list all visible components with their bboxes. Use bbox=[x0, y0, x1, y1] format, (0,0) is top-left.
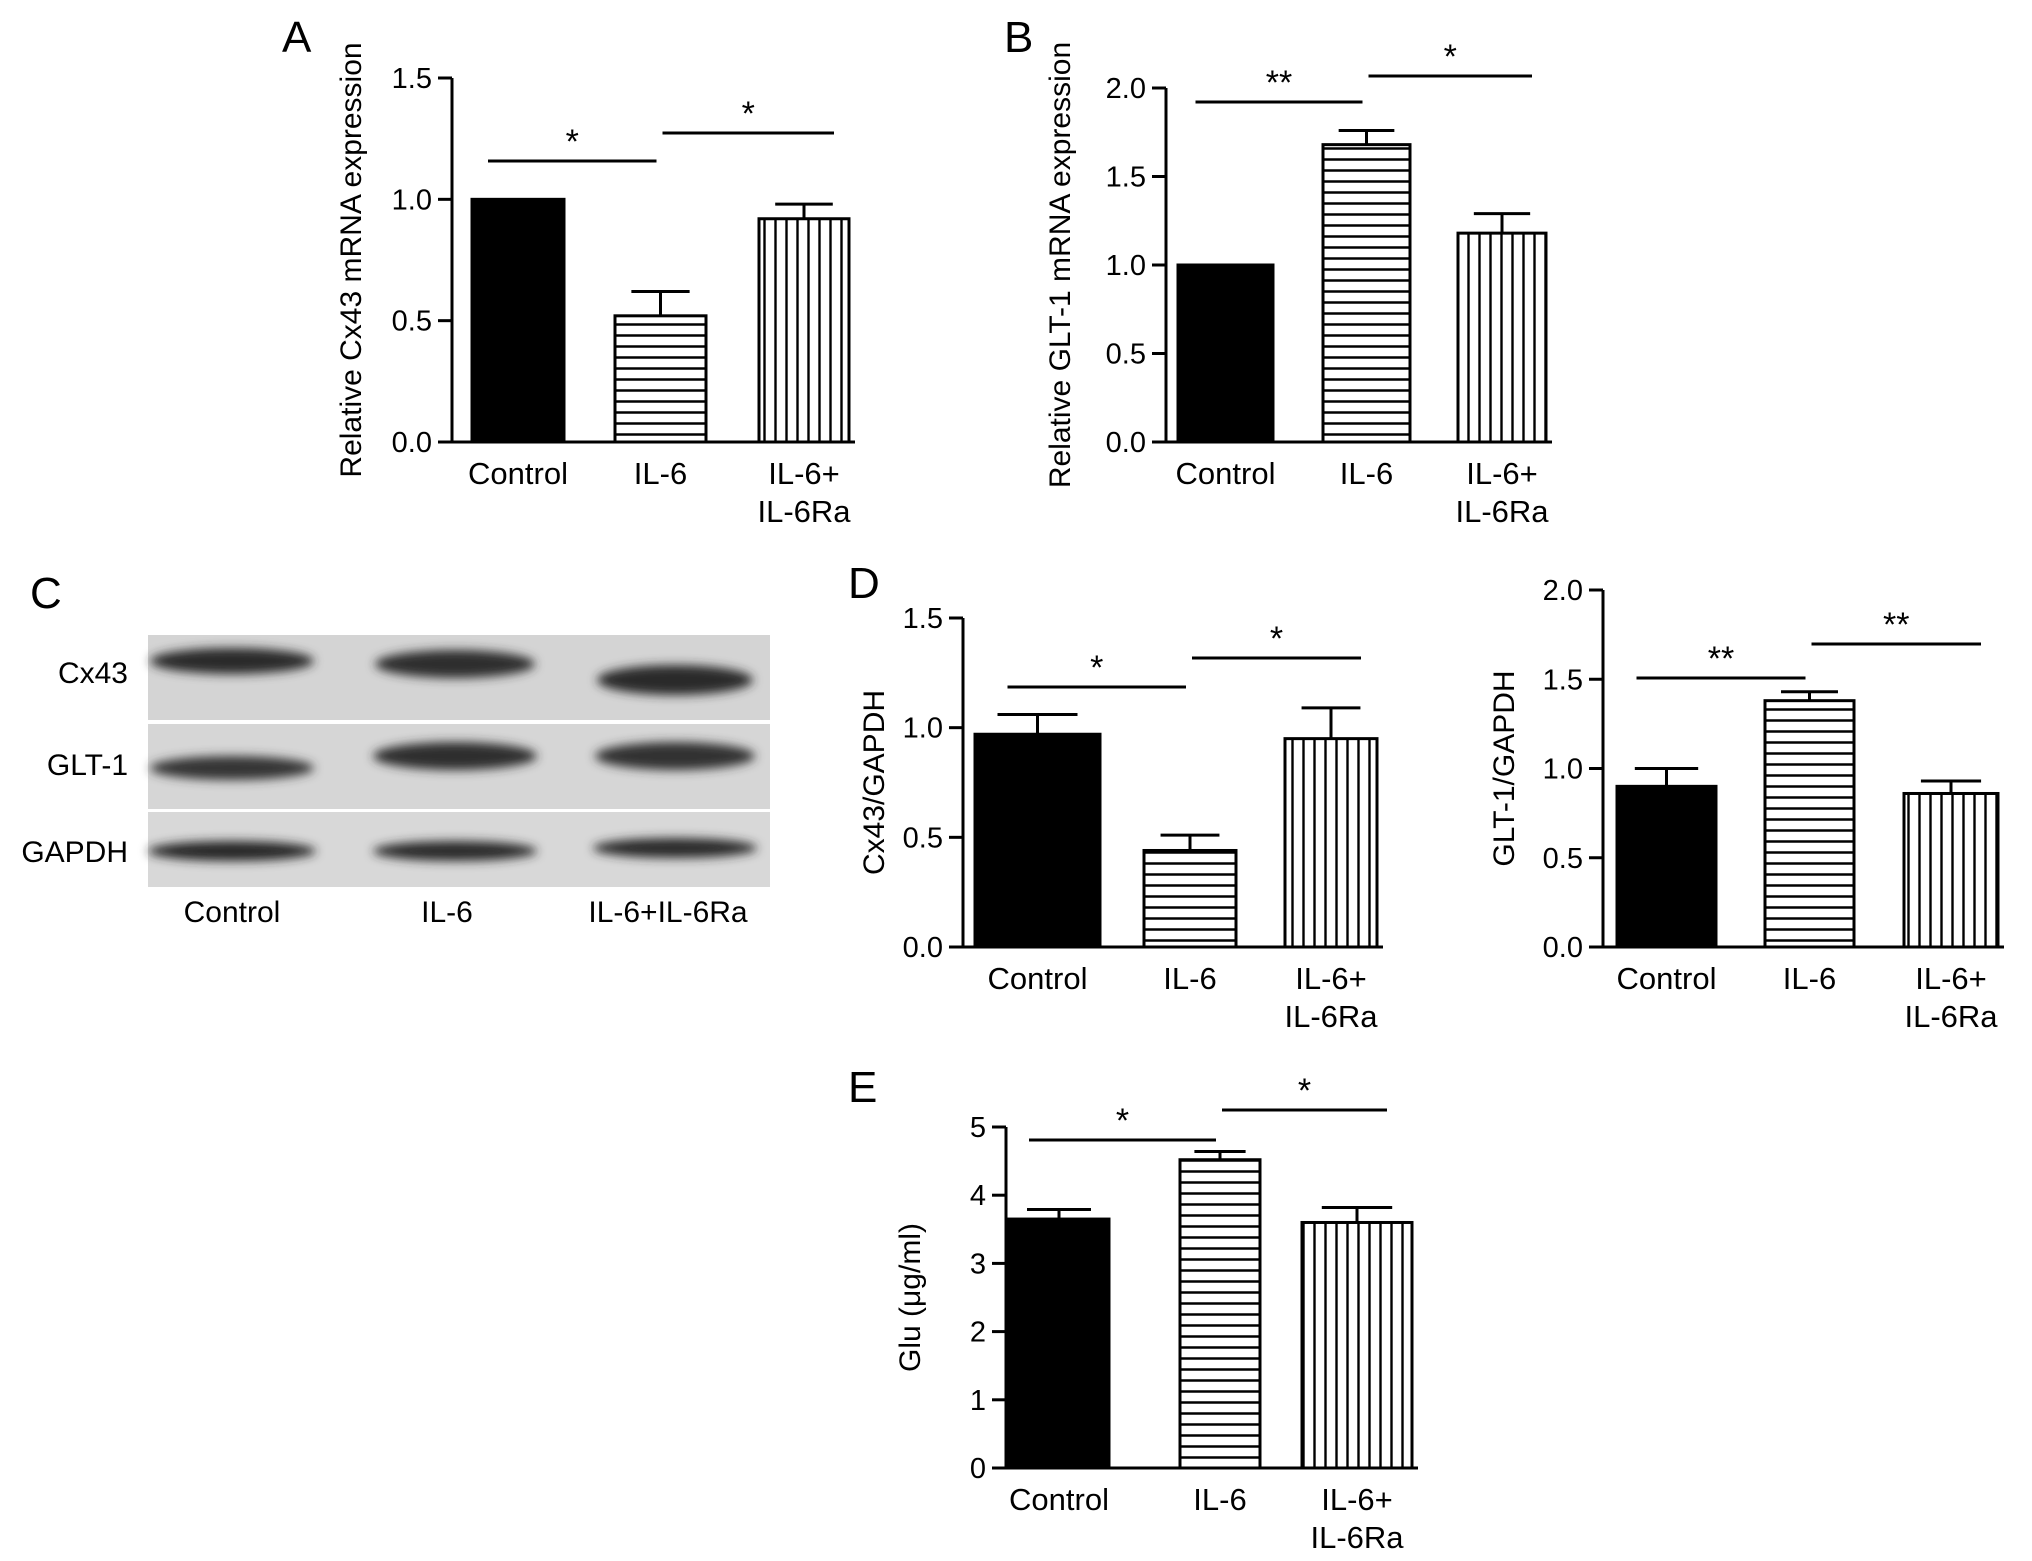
blot-lane-label-il6: IL-6 bbox=[421, 896, 473, 929]
y-tick-label: 0.0 bbox=[392, 427, 432, 459]
significance-label: * bbox=[1116, 1102, 1129, 1140]
y-tick-label: 0.5 bbox=[903, 822, 943, 854]
bar bbox=[1456, 231, 1548, 444]
blot-lane-label-il6-il6ra: IL-6+IL-6Ra bbox=[588, 896, 748, 929]
bar bbox=[1902, 791, 2000, 949]
category-label: IL-6Ra bbox=[1904, 999, 1998, 1034]
category-label: IL-6 bbox=[634, 456, 687, 491]
y-tick-label: 1.0 bbox=[392, 184, 432, 216]
y-tick-label: 1.5 bbox=[1543, 664, 1583, 696]
significance-label: ** bbox=[1883, 606, 1909, 644]
y-tick-label: 0 bbox=[970, 1453, 986, 1485]
bar bbox=[1176, 263, 1275, 444]
chart-e: E 0 1 2 3 4 5 Glu (μg/ml) Control IL-6 IL-6+IL-6Ra… bbox=[848, 1063, 1418, 1555]
bar bbox=[1300, 1220, 1414, 1470]
y-tick-label: 0.5 bbox=[1543, 843, 1583, 875]
category-label: IL-6+ bbox=[1321, 1482, 1393, 1517]
bar bbox=[1142, 848, 1238, 949]
category-label: IL-6+ bbox=[1915, 961, 1987, 996]
chart-d-glt1: 0.0 0.5 1.0 1.5 2.0 GLT-1/GAPDH Control IL-6 IL-… bbox=[1488, 575, 2004, 1034]
y-tick-label: 1.0 bbox=[1106, 250, 1146, 282]
category-label: Control bbox=[468, 456, 568, 491]
y-axis-label: GLT-1/GAPDH bbox=[1488, 670, 1521, 866]
y-tick-label: 1.5 bbox=[1106, 162, 1146, 194]
category-label: IL-6Ra bbox=[757, 494, 851, 529]
blot-strip-glt1 bbox=[148, 724, 770, 809]
chart-d-cx43: D 0.0 0.5 1.0 1.5 Cx43/GAPDH Control IL-6 IL-6+I… bbox=[848, 559, 1383, 1034]
category-label: IL-6Ra bbox=[1284, 999, 1378, 1034]
category-label: IL-6 bbox=[1163, 961, 1216, 996]
category-label: IL-6 bbox=[1340, 456, 1393, 491]
y-axis-label: Relative GLT-1 mRNA expression bbox=[1044, 42, 1077, 488]
blot-strip-gapdh bbox=[148, 812, 770, 887]
y-tick-label: 5 bbox=[970, 1112, 986, 1144]
significance-label: * bbox=[1298, 1072, 1311, 1110]
category-label: IL-6+ bbox=[1295, 961, 1367, 996]
bar bbox=[470, 197, 566, 444]
bar bbox=[613, 314, 708, 444]
blot-lane-label-control: Control bbox=[184, 896, 281, 929]
category-label: IL-6Ra bbox=[1310, 1520, 1404, 1555]
blot-row-label-cx43: Cx43 bbox=[58, 657, 128, 690]
category-label: IL-6+ bbox=[1466, 456, 1538, 491]
y-tick-label: 0.0 bbox=[903, 932, 943, 964]
western-blot: C Cx43 GLT-1 GAPDH Control IL-6 IL-6+IL-… bbox=[21, 569, 770, 929]
panel-letter-b: B bbox=[1004, 13, 1033, 62]
bar bbox=[1615, 784, 1718, 949]
y-tick-label: 0.5 bbox=[1106, 339, 1146, 371]
y-tick-label: 0.0 bbox=[1543, 932, 1583, 964]
bar bbox=[1763, 699, 1856, 949]
bar bbox=[757, 217, 851, 444]
y-tick-label: 0.0 bbox=[1106, 427, 1146, 459]
significance-label: * bbox=[1444, 38, 1457, 76]
panel-letter-c: C bbox=[30, 569, 62, 618]
y-tick-label: 1.5 bbox=[392, 63, 432, 95]
y-tick-label: 4 bbox=[970, 1180, 986, 1212]
y-tick-label: 1.0 bbox=[903, 713, 943, 745]
blot-strip-cx43 bbox=[148, 635, 770, 720]
y-axis-label: Relative Cx43 mRNA expression bbox=[335, 42, 368, 477]
category-label: Control bbox=[1176, 456, 1276, 491]
significance-label: * bbox=[1270, 620, 1283, 658]
bar bbox=[1007, 1217, 1111, 1470]
bar bbox=[973, 732, 1102, 949]
significance-label: ** bbox=[1266, 64, 1292, 102]
y-tick-label: 3 bbox=[970, 1248, 986, 1280]
bar bbox=[1178, 1158, 1262, 1470]
chart-a: A 0.0 0.5 1.0 1.5 Relative Cx43 mRNA expressi… bbox=[282, 13, 855, 529]
category-label: Control bbox=[1617, 961, 1717, 996]
panel-letter-e: E bbox=[848, 1063, 877, 1112]
category-label: Control bbox=[1009, 1482, 1109, 1517]
blot-row-label-gapdh: GAPDH bbox=[21, 836, 128, 869]
y-tick-label: 1.0 bbox=[1543, 754, 1583, 786]
y-tick-label: 2 bbox=[970, 1317, 986, 1349]
y-axis-label: Glu (μg/ml) bbox=[894, 1223, 927, 1372]
category-label: IL-6 bbox=[1193, 1482, 1246, 1517]
category-label: Control bbox=[988, 961, 1088, 996]
y-tick-label: 2.0 bbox=[1543, 575, 1583, 607]
category-label: IL-6 bbox=[1783, 961, 1836, 996]
bar bbox=[1283, 737, 1379, 949]
blot-row-label-glt1: GLT-1 bbox=[47, 749, 128, 782]
panel-letter-d: D bbox=[848, 559, 880, 608]
category-label: IL-6+ bbox=[768, 456, 840, 491]
significance-label: * bbox=[742, 95, 755, 133]
bar bbox=[1321, 143, 1412, 444]
significance-label: * bbox=[566, 123, 579, 161]
y-tick-label: 0.5 bbox=[392, 306, 432, 338]
panel-letter-a: A bbox=[282, 13, 312, 62]
category-label: IL-6Ra bbox=[1455, 494, 1549, 529]
significance-label: ** bbox=[1708, 640, 1734, 678]
y-tick-label: 1 bbox=[970, 1385, 986, 1417]
y-tick-label: 1.5 bbox=[903, 603, 943, 635]
chart-b: B 0.0 0.5 1.0 1.5 2.0 Relative GLT-1 mRNA expr… bbox=[1004, 13, 1552, 529]
y-tick-label: 2.0 bbox=[1106, 73, 1146, 105]
significance-label: * bbox=[1090, 649, 1103, 687]
y-axis-label: Cx43/GAPDH bbox=[858, 690, 891, 875]
